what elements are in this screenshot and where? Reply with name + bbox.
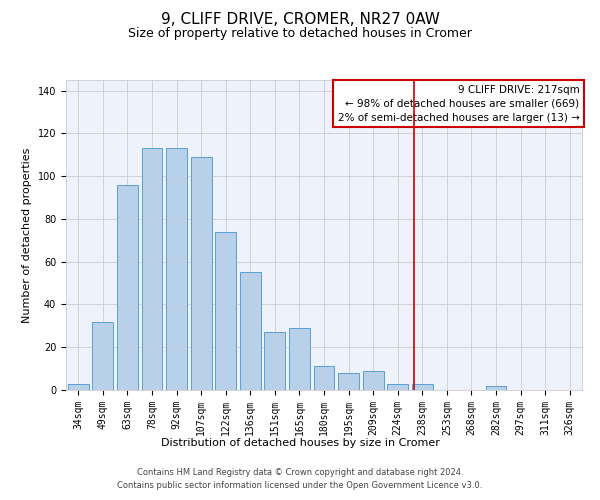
Bar — [117, 185, 138, 390]
Bar — [240, 272, 261, 390]
Bar — [142, 148, 163, 390]
Text: Distribution of detached houses by size in Cromer: Distribution of detached houses by size … — [161, 438, 439, 448]
Bar — [362, 371, 383, 390]
Bar — [215, 232, 236, 390]
Y-axis label: Number of detached properties: Number of detached properties — [22, 148, 32, 322]
Bar — [166, 148, 187, 390]
Bar — [338, 373, 359, 390]
Bar — [387, 384, 408, 390]
Bar — [191, 157, 212, 390]
Text: Contains public sector information licensed under the Open Government Licence v3: Contains public sector information licen… — [118, 482, 482, 490]
Bar — [314, 366, 334, 390]
Text: Contains HM Land Registry data © Crown copyright and database right 2024.: Contains HM Land Registry data © Crown c… — [137, 468, 463, 477]
Bar — [289, 328, 310, 390]
Text: Size of property relative to detached houses in Cromer: Size of property relative to detached ho… — [128, 28, 472, 40]
Bar — [265, 332, 286, 390]
Bar — [68, 384, 89, 390]
Bar — [485, 386, 506, 390]
Text: 9 CLIFF DRIVE: 217sqm
← 98% of detached houses are smaller (669)
2% of semi-deta: 9 CLIFF DRIVE: 217sqm ← 98% of detached … — [338, 84, 580, 122]
Bar — [412, 384, 433, 390]
Bar — [92, 322, 113, 390]
Text: 9, CLIFF DRIVE, CROMER, NR27 0AW: 9, CLIFF DRIVE, CROMER, NR27 0AW — [161, 12, 439, 28]
